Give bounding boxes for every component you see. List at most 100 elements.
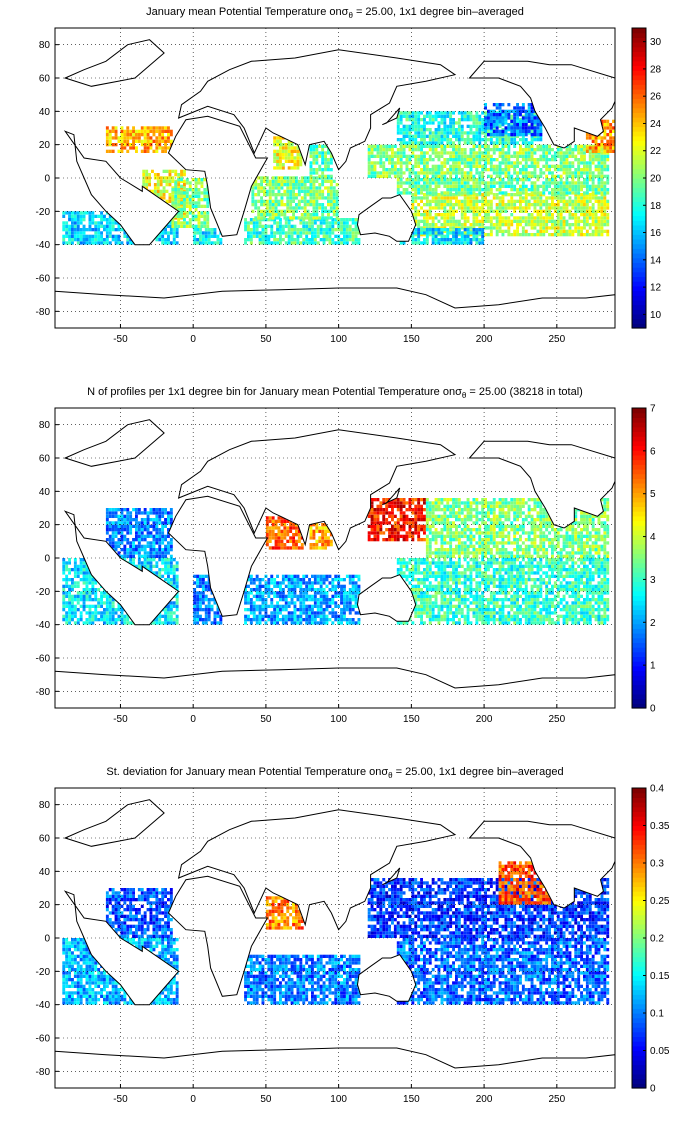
data-cell [126,149,130,153]
data-cell [197,198,201,202]
data-cell [484,161,487,165]
data-cell [533,128,537,132]
data-cell [405,114,409,118]
data-cell [155,571,159,575]
data-cell [466,203,470,207]
data-cell [414,174,418,178]
data-cell [565,158,569,162]
data-cell [466,196,470,200]
data-cell [385,151,389,155]
data-cell [501,161,505,165]
data-cell [460,191,464,195]
data-cell [402,138,406,142]
data-cell [484,184,487,188]
data-cell [423,141,426,145]
data-cell [484,209,487,213]
data-cell [498,213,502,217]
data-cell [177,178,181,182]
data-cell [606,206,610,210]
data-cell [516,126,519,130]
data-cell [533,126,537,130]
data-cell [460,151,464,155]
data-cell [565,188,569,192]
data-cell [175,228,179,232]
data-cell [533,223,537,227]
data-cell [142,169,146,173]
data-cell [158,574,162,578]
data-cell [367,174,371,178]
data-cell [545,209,549,213]
data-cell [388,158,391,162]
data-cell [597,203,601,207]
data-cell [597,191,601,195]
data-cell [137,139,141,143]
data-cell [449,199,453,203]
data-cell [137,133,141,137]
data-cell [185,181,189,185]
data-cell [169,601,173,605]
data-cell [583,233,586,237]
data-cell [292,213,295,217]
data-cell [524,141,528,145]
data-cell [501,168,505,172]
data-cell [583,199,586,203]
data-cell [79,604,83,608]
data-cell [472,209,476,213]
data-cell [206,194,210,198]
data-cell [414,154,418,158]
data-cell [146,554,150,558]
data-cell [510,233,514,237]
data-cell [521,103,525,107]
data-cell [414,138,418,142]
data-cell [129,531,133,535]
data-cell [527,144,531,148]
data-cell [417,178,421,182]
data-cell [440,228,444,232]
data-cell [300,216,304,220]
data-cell [97,611,101,615]
data-cell [111,221,115,225]
data-cell [460,213,464,217]
data-cell [556,196,560,200]
data-cell [161,136,165,140]
data-cell [309,148,313,152]
x-tick-label: 50 [260,334,272,345]
data-cell [396,114,400,118]
data-cell [216,241,220,245]
data-cell [140,538,144,542]
data-cell [82,214,86,218]
data-cell [126,524,130,528]
data-cell [140,534,144,538]
data-cell [417,114,421,118]
data-cell [536,129,540,133]
data-cell [152,564,156,568]
data-cell [524,116,528,120]
data-cell [475,241,479,245]
data-cell [612,149,615,153]
data-cell [88,591,92,595]
data-cell [143,538,147,542]
data-cell [434,114,438,118]
data-cell [311,231,314,235]
data-cell [530,223,534,227]
data-cell [391,171,394,175]
data-cell [478,231,482,235]
data-cell [551,181,554,185]
data-cell [457,231,461,235]
data-cell [302,228,306,232]
data-cell [577,144,581,148]
data-cell [521,188,525,192]
data-cell [79,218,83,222]
data-cell [267,218,271,222]
data-cell [303,213,307,217]
data-cell [169,618,173,622]
data-cell [265,193,269,197]
data-cell [247,224,250,228]
data-cell [446,181,450,185]
data-cell [249,231,253,235]
data-cell [510,154,514,158]
data-cell [420,228,423,232]
data-cell [321,183,325,187]
data-cell [345,228,349,232]
data-cell [417,209,421,213]
